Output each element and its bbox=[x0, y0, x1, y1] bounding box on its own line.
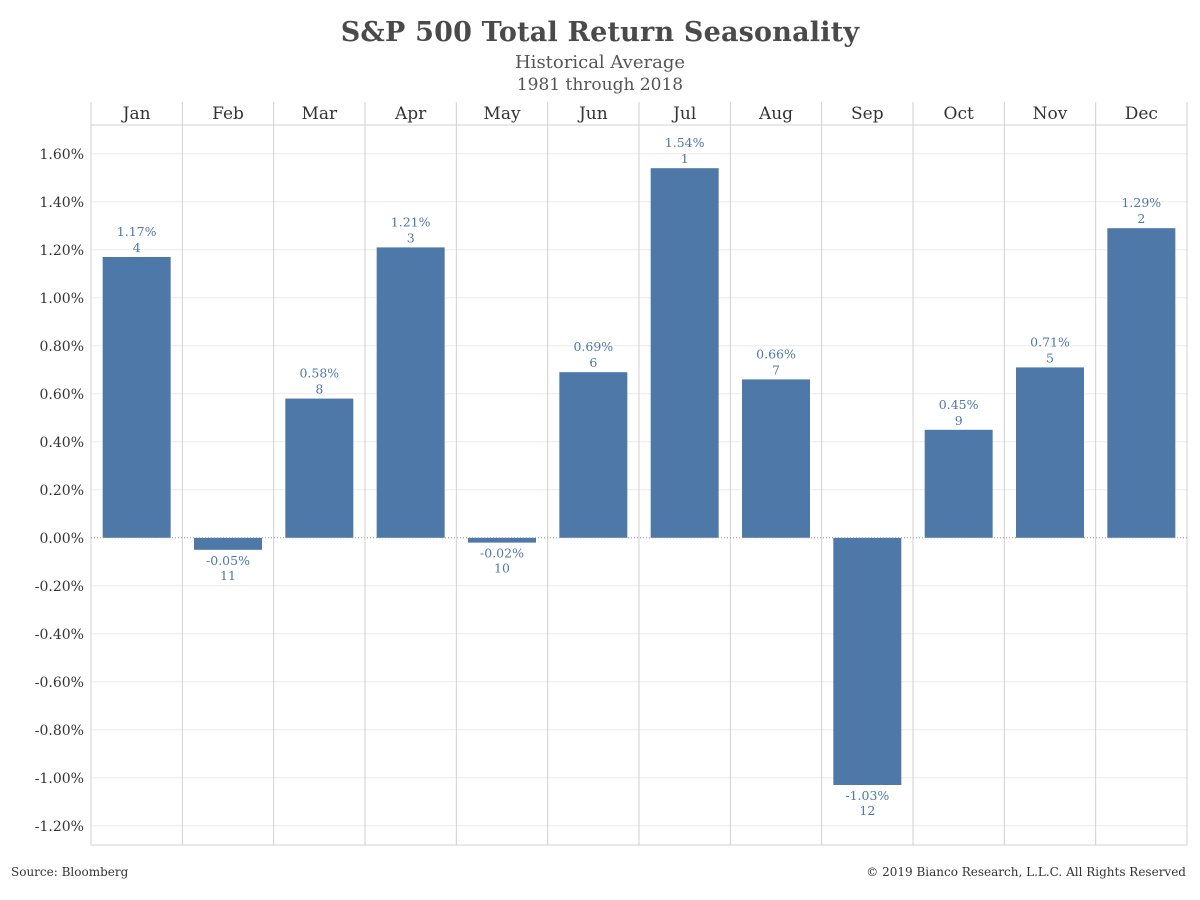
rank-label: 11 bbox=[220, 568, 236, 583]
bar-jan bbox=[102, 257, 171, 538]
y-tick-label: -0.80% bbox=[35, 723, 84, 739]
bar-nov bbox=[1016, 367, 1084, 538]
rank-label: 10 bbox=[494, 561, 510, 576]
bar-jun bbox=[559, 372, 628, 538]
value-label: 0.66% bbox=[756, 346, 796, 361]
bar-jul bbox=[650, 168, 719, 538]
month-label-jul: Jul bbox=[671, 104, 696, 124]
y-tick-label: 0.20% bbox=[40, 483, 84, 499]
bar-feb bbox=[194, 537, 262, 550]
month-label-oct: Oct bbox=[944, 104, 974, 124]
chart-period: 1981 through 2018 bbox=[516, 75, 684, 95]
chart-subtitle: Historical Average bbox=[514, 52, 685, 73]
month-label-may: May bbox=[483, 104, 521, 124]
value-label: 1.21% bbox=[391, 214, 431, 229]
month-label-jan: Jan bbox=[121, 104, 151, 124]
value-label: 1.54% bbox=[665, 135, 705, 150]
rank-label: 12 bbox=[859, 803, 875, 818]
y-tick-label: 0.80% bbox=[40, 339, 84, 355]
y-tick-label: 1.60% bbox=[40, 147, 84, 163]
y-tick-label: -0.60% bbox=[35, 675, 84, 691]
month-label-jun: Jun bbox=[577, 104, 608, 124]
rank-label: 8 bbox=[315, 382, 323, 397]
y-tick-label: -0.40% bbox=[35, 627, 84, 643]
rank-label: 9 bbox=[955, 413, 963, 428]
rank-label: 2 bbox=[1137, 211, 1145, 226]
y-tick-label: -1.20% bbox=[35, 819, 84, 835]
month-label-mar: Mar bbox=[301, 104, 338, 124]
y-tick-label: 1.40% bbox=[40, 195, 84, 211]
bar-aug bbox=[742, 379, 810, 538]
y-tick-label: -1.00% bbox=[35, 771, 84, 787]
rank-label: 7 bbox=[772, 362, 780, 377]
y-tick-label: -0.20% bbox=[35, 579, 84, 595]
month-label-feb: Feb bbox=[212, 104, 244, 124]
copyright-note: © 2019 Bianco Research, L.L.C. All Right… bbox=[866, 865, 1186, 879]
chart-title: S&P 500 Total Return Seasonality bbox=[340, 17, 860, 48]
chart-titles: S&P 500 Total Return Seasonality Histori… bbox=[0, 14, 1200, 96]
value-label: 0.58% bbox=[299, 366, 339, 381]
value-label: 0.71% bbox=[1030, 334, 1070, 349]
month-label-nov: Nov bbox=[1033, 104, 1068, 124]
month-label-aug: Aug bbox=[758, 104, 793, 124]
value-label: 0.69% bbox=[573, 339, 613, 354]
rank-label: 5 bbox=[1046, 350, 1054, 365]
bar-oct bbox=[924, 429, 993, 538]
month-label-apr: Apr bbox=[394, 104, 427, 124]
rank-label: 1 bbox=[681, 151, 689, 166]
bar-dec bbox=[1107, 228, 1176, 538]
value-label: 1.29% bbox=[1121, 195, 1161, 210]
source-note: Source: Bloomberg bbox=[11, 865, 129, 879]
y-tick-label: 0.40% bbox=[40, 435, 84, 451]
value-label: 0.45% bbox=[939, 397, 979, 412]
y-tick-label: 1.20% bbox=[40, 243, 84, 259]
value-label: -0.05% bbox=[206, 553, 250, 568]
bar-sep bbox=[833, 537, 902, 785]
bar-apr bbox=[376, 247, 445, 538]
rank-label: 4 bbox=[133, 240, 141, 255]
month-label-dec: Dec bbox=[1125, 104, 1158, 124]
y-tick-label: 0.60% bbox=[40, 387, 84, 403]
value-label: -1.03% bbox=[845, 788, 889, 803]
value-label: -0.02% bbox=[480, 546, 524, 561]
bar-mar bbox=[285, 398, 354, 538]
rank-label: 3 bbox=[407, 230, 415, 245]
month-label-sep: Sep bbox=[851, 104, 884, 124]
value-label: 1.17% bbox=[117, 224, 157, 239]
rank-label: 6 bbox=[589, 355, 597, 370]
bar-may bbox=[468, 537, 536, 543]
y-tick-label: 0.00% bbox=[40, 531, 84, 547]
y-tick-label: 1.00% bbox=[40, 291, 84, 307]
